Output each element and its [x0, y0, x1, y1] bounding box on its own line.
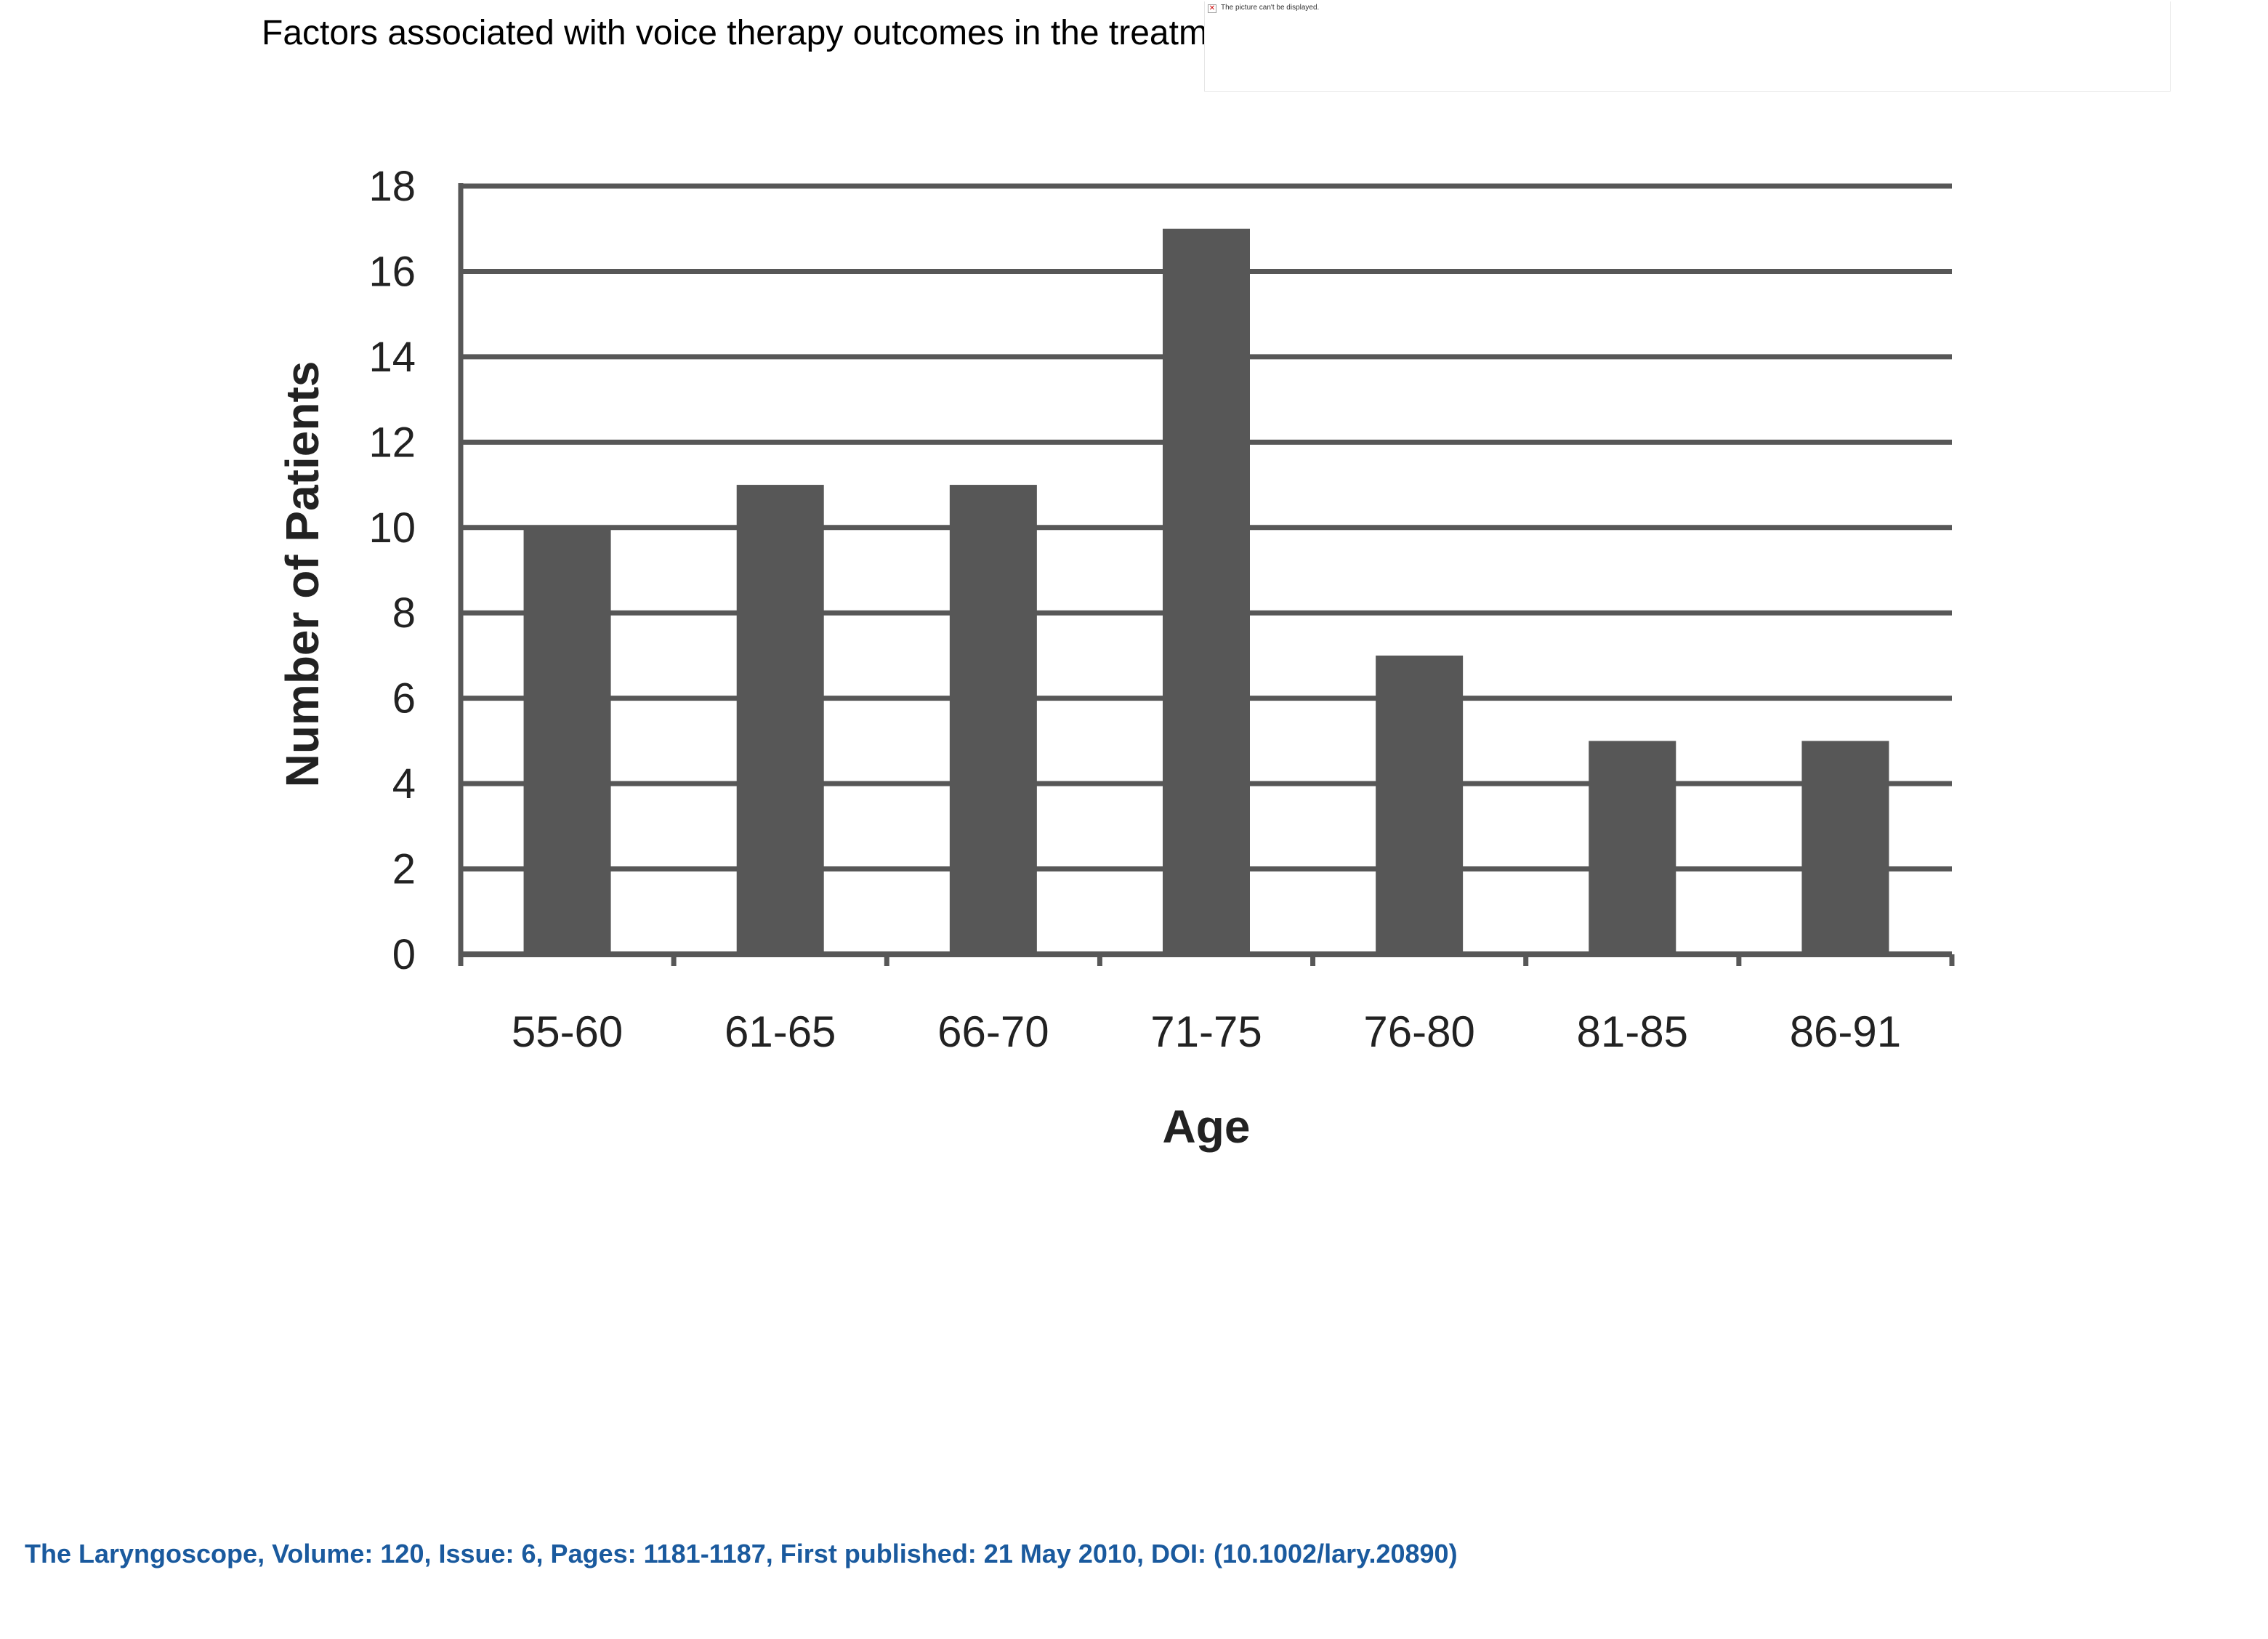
- axis-layer: [458, 183, 1955, 966]
- label-layer: 0 2 4 6 8 10 12 14 16 18 55-60 61-65 66-70 71-75 76-80…: [276, 163, 1901, 1153]
- y-tick-label: 16: [368, 248, 416, 295]
- y-tick-label: 10: [368, 504, 416, 552]
- y-tick-label: 6: [392, 675, 416, 722]
- x-tick-label: 61-65: [725, 1007, 836, 1056]
- bar: [949, 485, 1037, 954]
- x-tick-label: 55-60: [512, 1007, 623, 1056]
- bar: [523, 527, 611, 954]
- bar: [1589, 741, 1676, 954]
- bar: [1376, 655, 1464, 954]
- y-tick-label: 0: [392, 931, 416, 978]
- y-tick-label: 18: [368, 163, 416, 210]
- broken-image-placeholder: ✕ The picture can't be displayed.: [1204, 1, 2171, 92]
- citation-footer: The Laryngoscope, Volume: 120, Issue: 6,…: [25, 1539, 1458, 1568]
- y-tick-label: 8: [392, 589, 416, 637]
- bar: [736, 485, 824, 954]
- x-tick-label: 71-75: [1150, 1007, 1262, 1056]
- y-tick-label: 4: [392, 760, 416, 808]
- broken-image-text: The picture can't be displayed.: [1221, 4, 1320, 12]
- x-tick-label: 81-85: [1577, 1007, 1688, 1056]
- x-tick-label: 76-80: [1363, 1007, 1474, 1056]
- y-tick-label: 12: [368, 419, 416, 466]
- y-tick-label: 14: [368, 334, 416, 381]
- x-tick-label: 86-91: [1790, 1007, 1901, 1056]
- y-tick-label: 2: [392, 846, 416, 893]
- bar: [1801, 741, 1889, 954]
- bar-layer: [523, 228, 1889, 954]
- broken-image-icon: ✕: [1208, 4, 1216, 13]
- x-axis-title: Age: [1163, 1100, 1251, 1153]
- x-tick-label: 66-70: [937, 1007, 1049, 1056]
- bar: [1163, 228, 1250, 954]
- y-axis-title: Number of Patients: [276, 361, 328, 788]
